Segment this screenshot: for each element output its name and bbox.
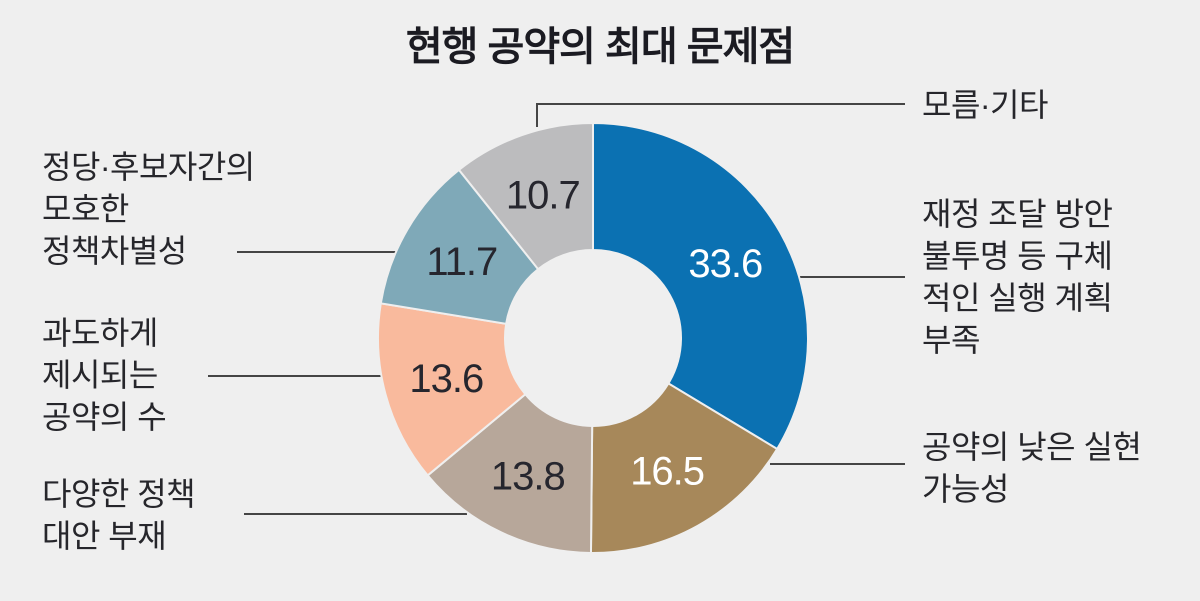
label-segment-0: 재정 조달 방안 불투명 등 구체 적인 실행 계획 부족 xyxy=(922,196,1113,358)
segment-value-label-4: 11.7 xyxy=(426,240,497,284)
donut-segment-3 xyxy=(377,302,527,477)
label-segment-3: 과도하게 제시되는 공약의 수 xyxy=(42,315,167,435)
donut-segment-2 xyxy=(426,392,594,554)
donut-segment-1 xyxy=(589,382,779,554)
label-segment-4: 정당·후보자간의 모호한 정책차별성 xyxy=(42,149,255,269)
label-segment-1: 공약의 낮은 실현 가능성 xyxy=(922,429,1142,507)
segment-value-label-5: 10.7 xyxy=(506,174,580,218)
chart-title: 현행 공약의 최대 문제점 xyxy=(405,25,795,69)
donut-segment-5 xyxy=(457,121,594,271)
segment-value-label-3: 13.6 xyxy=(409,357,483,401)
segment-value-label-2: 13.8 xyxy=(491,454,565,498)
label-segment-2: 다양한 정책 대안 부재 xyxy=(42,476,196,554)
leader-line-모름기타 xyxy=(536,103,905,127)
segment-value-label-0: 33.6 xyxy=(688,242,762,286)
donut-segment-0 xyxy=(592,121,809,451)
segment-value-label-1: 16.5 xyxy=(630,450,704,494)
label-segment-5: 모름·기타 xyxy=(922,87,1048,123)
